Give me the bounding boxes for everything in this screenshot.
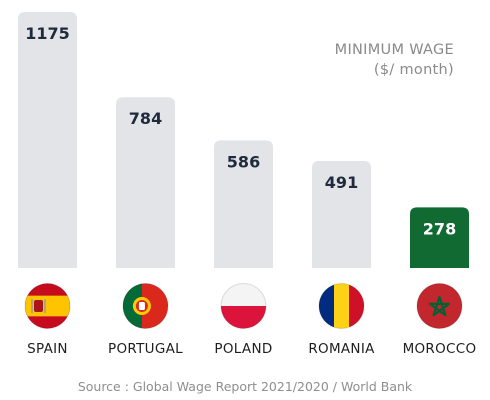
spain-flag-icon bbox=[25, 283, 70, 329]
portugal-flag-icon bbox=[123, 283, 168, 329]
bar-poland bbox=[214, 140, 273, 268]
category-label-poland: POLAND bbox=[214, 341, 272, 357]
category-label-romania: ROMANIA bbox=[308, 341, 375, 357]
data-label-romania: 491 bbox=[325, 173, 358, 192]
category-label-morocco: MOROCCO bbox=[403, 341, 477, 357]
romania-flag-icon bbox=[319, 283, 364, 329]
category-label-portugal: PORTUGAL bbox=[108, 341, 183, 357]
bar-morocco bbox=[410, 207, 469, 268]
chart-subtitle: ($/ month) bbox=[373, 62, 454, 78]
chart-legend: MINIMUM WAGE ($/ month) bbox=[335, 40, 454, 80]
source-note: Source : Global Wage Report 2021/2020 / … bbox=[77, 379, 413, 394]
bar-portugal bbox=[116, 97, 175, 269]
data-label-portugal: 784 bbox=[129, 109, 162, 128]
bar-romania bbox=[312, 161, 371, 268]
data-label-spain: 1175 bbox=[25, 24, 70, 43]
morocco-flag-icon bbox=[417, 283, 462, 329]
poland-flag-icon bbox=[221, 283, 266, 329]
data-label-poland: 586 bbox=[227, 152, 260, 171]
bar-spain bbox=[18, 12, 77, 268]
category-label-spain: SPAIN bbox=[27, 341, 68, 357]
data-label-morocco: 278 bbox=[423, 219, 456, 238]
chart-title: MINIMUM WAGE bbox=[334, 42, 454, 58]
